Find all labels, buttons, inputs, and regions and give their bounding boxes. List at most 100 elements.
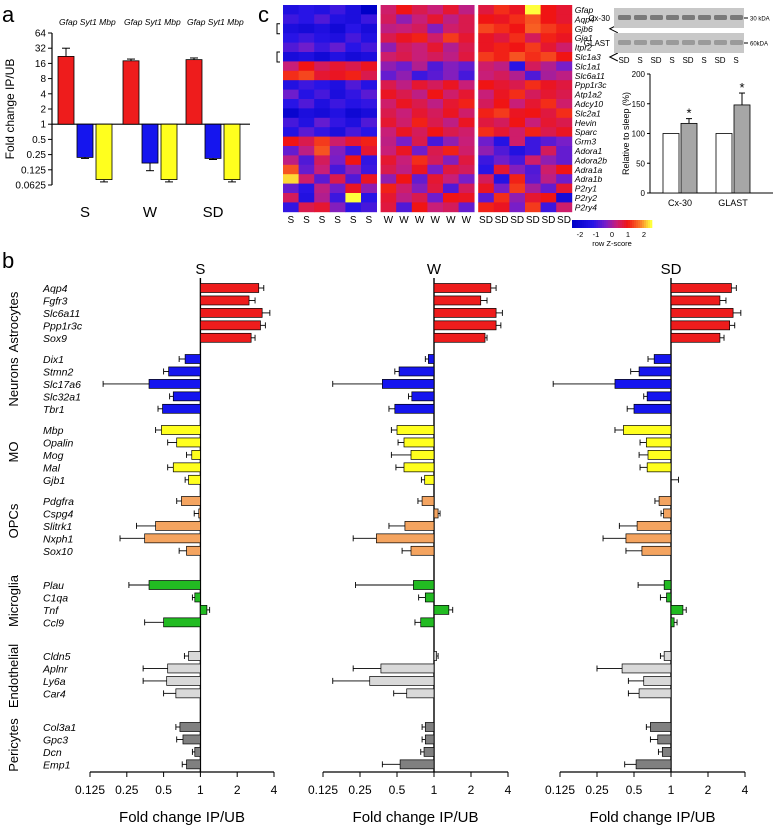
heat-cell [298, 108, 315, 119]
colorbar-step [590, 220, 593, 228]
bar [645, 437, 672, 448]
heat-cell [427, 136, 444, 147]
heat-cell [443, 155, 459, 166]
heat-cell [283, 146, 299, 156]
gene-label: Aqp4 [42, 283, 68, 295]
gene-label: Gpc3 [43, 734, 68, 746]
bar [188, 474, 201, 485]
colorbar-step [634, 220, 637, 228]
bar [166, 676, 201, 686]
blot-band [698, 40, 711, 45]
sample-label: S [287, 215, 294, 226]
heat-cell [361, 202, 377, 213]
sample-label: S [365, 215, 372, 226]
heat-cell [478, 14, 495, 25]
group-label: S [80, 204, 90, 221]
colorbar-step [620, 220, 623, 228]
heat-cell [443, 61, 459, 72]
heat-cell [411, 136, 428, 147]
x-tick-label: 1 [431, 783, 438, 797]
heat-cell [443, 174, 459, 184]
blot-band [730, 15, 743, 20]
blot-band [634, 40, 647, 45]
heat-cell [298, 146, 315, 156]
heat-cell [458, 23, 475, 34]
gene-label: Mbp [43, 425, 64, 437]
colorbar-step [624, 220, 627, 228]
sample-label: SD [510, 215, 524, 226]
bar [646, 462, 672, 473]
heat-cell [361, 33, 377, 43]
heat-cell [427, 183, 444, 194]
heat-cell [458, 127, 475, 137]
heat-cell [283, 202, 299, 213]
gene-label: Slc2a1 [575, 108, 601, 118]
heat-cell [443, 5, 459, 15]
heat-cell [458, 89, 475, 100]
bar [191, 450, 201, 460]
heat-cell [380, 80, 397, 90]
heat-cell [329, 127, 346, 137]
heat-cell [556, 136, 573, 147]
colorbar-step [588, 220, 591, 228]
gene-label: Gja1 [575, 33, 593, 43]
x-tick-label: 1 [197, 783, 204, 797]
heat-cell [458, 136, 475, 147]
heat-cell [380, 202, 397, 213]
heat-cell [427, 61, 444, 72]
blot-marker-label: 60kDA [750, 42, 768, 48]
bar [424, 734, 435, 745]
heat-cell [427, 164, 444, 175]
heat-cell [298, 42, 315, 53]
heat-cell [396, 183, 413, 194]
heat-cell [396, 155, 413, 166]
heat-cell [298, 136, 315, 147]
sample-label: SD [526, 215, 540, 226]
heat-cell [361, 155, 377, 166]
heat-cell [509, 183, 526, 194]
panel-a-chart: 64 32 16 8 4 2 1 0.5 0.25 0.125 0.0625 Fold change … [3, 17, 250, 221]
heat-cell [556, 164, 573, 175]
condition-title: S [195, 261, 205, 278]
heat-cell [380, 117, 397, 128]
heat-cell [540, 5, 557, 15]
blot-band [618, 15, 631, 20]
bar [410, 545, 435, 556]
heat-cell [443, 23, 459, 34]
heat-cell [540, 202, 557, 213]
bar [653, 354, 672, 364]
heat-cell [298, 23, 315, 34]
heat-cell [314, 146, 331, 156]
heat-cell [329, 61, 346, 72]
heat-cell [283, 183, 299, 194]
bar [155, 521, 201, 531]
heat-cell [396, 174, 413, 184]
blot-lane-label: S [669, 56, 674, 65]
bar [376, 533, 435, 544]
bar [200, 605, 208, 615]
heat-cell [345, 108, 362, 119]
heat-cell [345, 136, 362, 147]
gene-label: Aplnr [42, 663, 68, 675]
heat-cell [540, 89, 557, 100]
cell-type-label: Astrocytes [6, 291, 21, 352]
heat-cell [540, 80, 557, 90]
sample-label: SD [557, 215, 571, 226]
gene-label: Sox9 [43, 333, 67, 345]
y-tick-label: 0.125 [21, 165, 46, 176]
colorbar-step [596, 220, 599, 228]
heat-cell [329, 5, 346, 15]
gene-label: Slc6a11 [43, 308, 80, 320]
bar [161, 425, 201, 435]
colorbar-step [630, 220, 633, 228]
heat-cell [478, 155, 495, 166]
gene-header: Gfap Syt1 Mbp [124, 17, 181, 27]
heat-cell [443, 89, 459, 100]
bar [424, 722, 435, 732]
bar [182, 734, 201, 745]
sample-label: W [415, 215, 425, 226]
heat-cell [478, 23, 495, 34]
bar [394, 403, 435, 414]
heat-cell [298, 80, 315, 90]
gene-label: C1qa [43, 592, 68, 604]
